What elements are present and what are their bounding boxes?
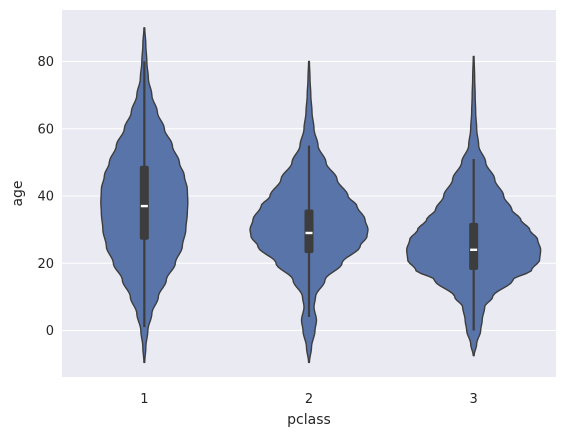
y-tick-label: 80 [37,55,54,70]
iqr-box [304,209,314,254]
x-axis-label: pclass [287,412,331,428]
y-tick-label: 0 [46,324,54,339]
x-tick-label: 3 [470,392,478,407]
violin-2 [249,60,369,364]
violin-3 [406,55,542,357]
x-tick-label: 1 [140,392,148,407]
y-tick-labels: 0 20 40 60 80 [37,55,54,339]
violin-1 [100,27,189,364]
y-tick-label: 60 [37,122,54,137]
y-tick-label: 20 [37,257,54,272]
y-tick-label: 40 [37,190,54,205]
iqr-box [139,165,149,240]
iqr-box [469,222,479,270]
x-tick-labels: 1 2 3 [140,392,478,407]
violins [100,27,542,364]
x-tick-label: 2 [305,392,313,407]
y-axis-label: age [10,180,26,206]
